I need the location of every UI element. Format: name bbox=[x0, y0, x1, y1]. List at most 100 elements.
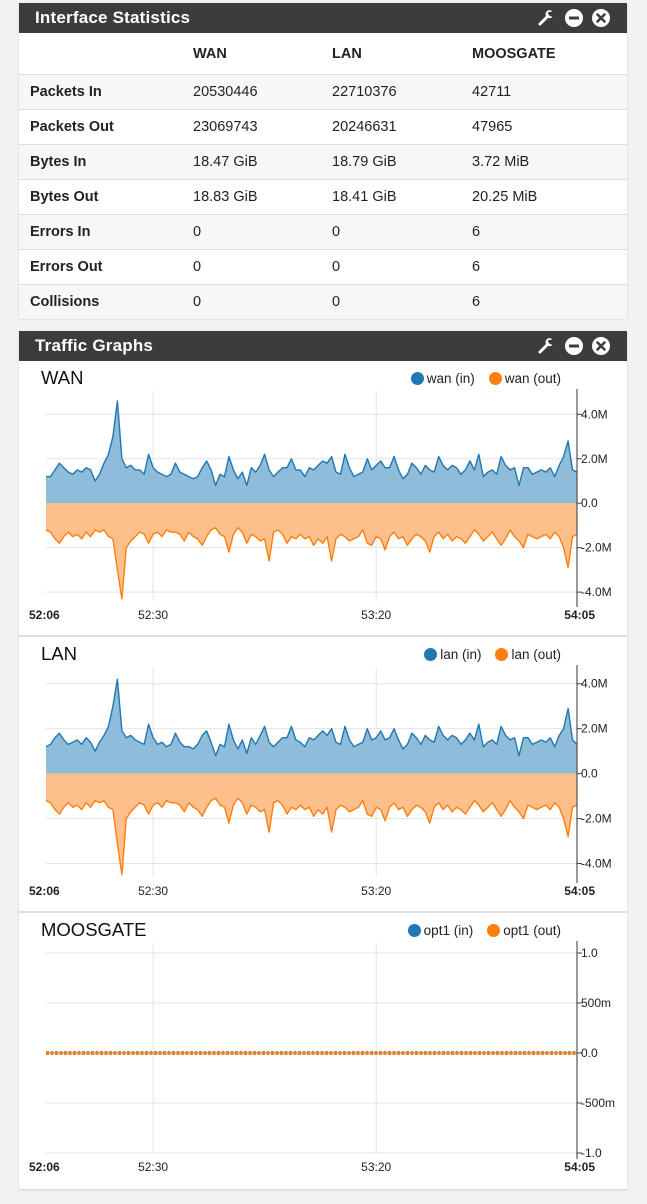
row-label: Packets In bbox=[19, 74, 193, 110]
row-label: Errors In bbox=[19, 214, 193, 250]
cell-moosgate: 20.25 MiB bbox=[472, 179, 627, 215]
wrench-icon[interactable] bbox=[536, 336, 556, 356]
table-row: Bytes Out 18.83 GiB 18.41 GiB 20.25 MiB bbox=[19, 179, 627, 215]
legend-label: lan (out) bbox=[511, 647, 561, 662]
panel-header: Interface Statistics bbox=[19, 3, 627, 33]
cell-moosgate: 6 bbox=[472, 284, 627, 319]
table-row: Packets In 20530446 22710376 42711 bbox=[19, 74, 627, 110]
y-tick-label: 0.0 bbox=[581, 496, 598, 510]
y-tick-label: -500m bbox=[581, 1096, 615, 1110]
legend-item[interactable]: lan (in) bbox=[424, 647, 481, 662]
series-in-area bbox=[46, 401, 577, 504]
interface-statistics-panel: Interface Statistics WAN LAN MOOSGATE bbox=[19, 3, 627, 319]
chart-legend: opt1 (in) opt1 (out) bbox=[394, 923, 561, 938]
panel-controls bbox=[533, 8, 611, 28]
legend-label: wan (out) bbox=[504, 371, 561, 386]
x-tick-label: 53:20 bbox=[361, 1160, 391, 1174]
legend-item[interactable]: wan (in) bbox=[410, 371, 475, 386]
x-tick-label: 52:06 bbox=[29, 884, 60, 898]
chart-legend: lan (in) lan (out) bbox=[410, 647, 561, 662]
cell-wan: 20530446 bbox=[193, 74, 332, 110]
chart-plot: 1.0 500m 0.0 -500m -1.0 52:06 52:30 53:20 54:05 bbox=[29, 941, 615, 1174]
x-tick-label: 52:30 bbox=[138, 884, 168, 898]
row-label: Errors Out bbox=[19, 249, 193, 285]
panel-controls bbox=[533, 336, 611, 356]
cell-lan: 0 bbox=[332, 284, 472, 319]
y-tick-label: 2.0M bbox=[581, 452, 608, 466]
x-tick-label: 52:30 bbox=[138, 1160, 168, 1174]
x-tick-label: 53:20 bbox=[361, 608, 391, 622]
chart-plot: 4.0M 2.0M 0.0 -2.0M -4.0M 52:06 52:30 53:20 54:0… bbox=[29, 389, 612, 622]
table-row: Errors Out 0 0 6 bbox=[19, 249, 627, 285]
legend-label: opt1 (in) bbox=[423, 923, 474, 938]
cell-moosgate: 3.72 MiB bbox=[472, 144, 627, 180]
y-tick-label: -4.0M bbox=[581, 857, 612, 871]
cell-wan: 18.83 GiB bbox=[193, 179, 332, 215]
x-tick-label: 52:30 bbox=[138, 608, 168, 622]
legend-dot-icon bbox=[487, 924, 501, 937]
close-icon[interactable] bbox=[591, 8, 611, 28]
cell-moosgate: 42711 bbox=[472, 74, 627, 110]
legend-label: wan (in) bbox=[426, 371, 475, 386]
legend-label: opt1 (out) bbox=[503, 923, 561, 938]
legend-item[interactable]: lan (out) bbox=[495, 647, 561, 662]
cell-wan: 0 bbox=[193, 249, 332, 285]
graph-title: WAN bbox=[41, 367, 84, 388]
table-row: Bytes In 18.47 GiB 18.79 GiB 3.72 MiB bbox=[19, 144, 627, 180]
x-tick-label: 52:06 bbox=[29, 608, 60, 622]
y-tick-label: 2.0M bbox=[581, 722, 608, 736]
minimize-icon[interactable] bbox=[564, 336, 584, 356]
column-header-blank bbox=[19, 33, 193, 75]
row-label: Packets Out bbox=[19, 109, 193, 145]
cell-lan: 18.79 GiB bbox=[332, 144, 472, 180]
series-out-line bbox=[45, 527, 578, 600]
x-tick-label: 52:06 bbox=[29, 1160, 60, 1174]
column-header-lan: LAN bbox=[332, 45, 362, 62]
series-in-line bbox=[45, 678, 578, 757]
cell-lan: 18.41 GiB bbox=[332, 179, 472, 215]
legend-dot-icon bbox=[407, 924, 421, 937]
row-label: Collisions bbox=[19, 284, 193, 319]
traffic-graph-lan: 4.0M 2.0M 0.0 -2.0M -4.0M 52:06 52:30 53:20 54:0… bbox=[19, 637, 627, 913]
panel-header: Traffic Graphs bbox=[19, 331, 627, 361]
cell-wan: 18.47 GiB bbox=[193, 144, 332, 180]
chart-legend: wan (in) wan (out) bbox=[397, 371, 561, 386]
cell-lan: 0 bbox=[332, 249, 472, 285]
x-tick-label: 54:05 bbox=[564, 884, 595, 898]
traffic-graph-wan: 4.0M 2.0M 0.0 -2.0M -4.0M 52:06 52:30 53:20 54:0… bbox=[19, 361, 627, 637]
chart-plot: 4.0M 2.0M 0.0 -2.0M -4.0M 52:06 52:30 53:20 54:0… bbox=[29, 665, 612, 898]
y-tick-label: 500m bbox=[581, 996, 611, 1010]
column-header-wan: WAN bbox=[193, 45, 227, 62]
x-tick-label: 54:05 bbox=[564, 608, 595, 622]
row-label: Bytes In bbox=[19, 144, 193, 180]
table-row: Collisions 0 0 6 bbox=[19, 284, 627, 319]
graphs-container: 4.0M 2.0M 0.0 -2.0M -4.0M 52:06 52:30 53:20 54:0… bbox=[19, 361, 627, 1187]
y-tick-label: 0.0 bbox=[581, 767, 598, 781]
y-tick-label: 4.0M bbox=[581, 677, 608, 691]
table-row: Errors In 0 0 6 bbox=[19, 214, 627, 250]
legend-label: lan (in) bbox=[440, 647, 482, 662]
y-tick-label: -2.0M bbox=[581, 541, 612, 555]
table-header-row: WAN LAN MOOSGATE bbox=[19, 33, 627, 75]
legend-item[interactable]: opt1 (in) bbox=[407, 923, 474, 938]
wrench-icon[interactable] bbox=[536, 8, 556, 28]
x-tick-label: 53:20 bbox=[361, 884, 391, 898]
table-row: Packets Out 23069743 20246631 47965 bbox=[19, 109, 627, 145]
legend-item[interactable]: opt1 (out) bbox=[487, 923, 561, 938]
y-tick-label: 1.0 bbox=[581, 946, 598, 960]
legend-item[interactable]: wan (out) bbox=[488, 371, 561, 386]
series-out-area bbox=[46, 503, 577, 599]
cell-lan: 20246631 bbox=[332, 109, 472, 145]
cell-moosgate: 6 bbox=[472, 214, 627, 250]
series-out-area bbox=[46, 773, 577, 875]
x-tick-label: 54:05 bbox=[564, 1160, 595, 1174]
graph-title: MOOSGATE bbox=[41, 919, 147, 940]
cell-wan: 0 bbox=[193, 284, 332, 319]
y-tick-label: -2.0M bbox=[581, 812, 612, 826]
legend-dot-icon bbox=[495, 648, 509, 661]
close-icon[interactable] bbox=[591, 336, 611, 356]
cell-moosgate: 6 bbox=[472, 249, 627, 285]
y-tick-label: 0.0 bbox=[581, 1046, 598, 1060]
y-tick-label: -4.0M bbox=[581, 585, 612, 599]
minimize-icon[interactable] bbox=[564, 8, 584, 28]
